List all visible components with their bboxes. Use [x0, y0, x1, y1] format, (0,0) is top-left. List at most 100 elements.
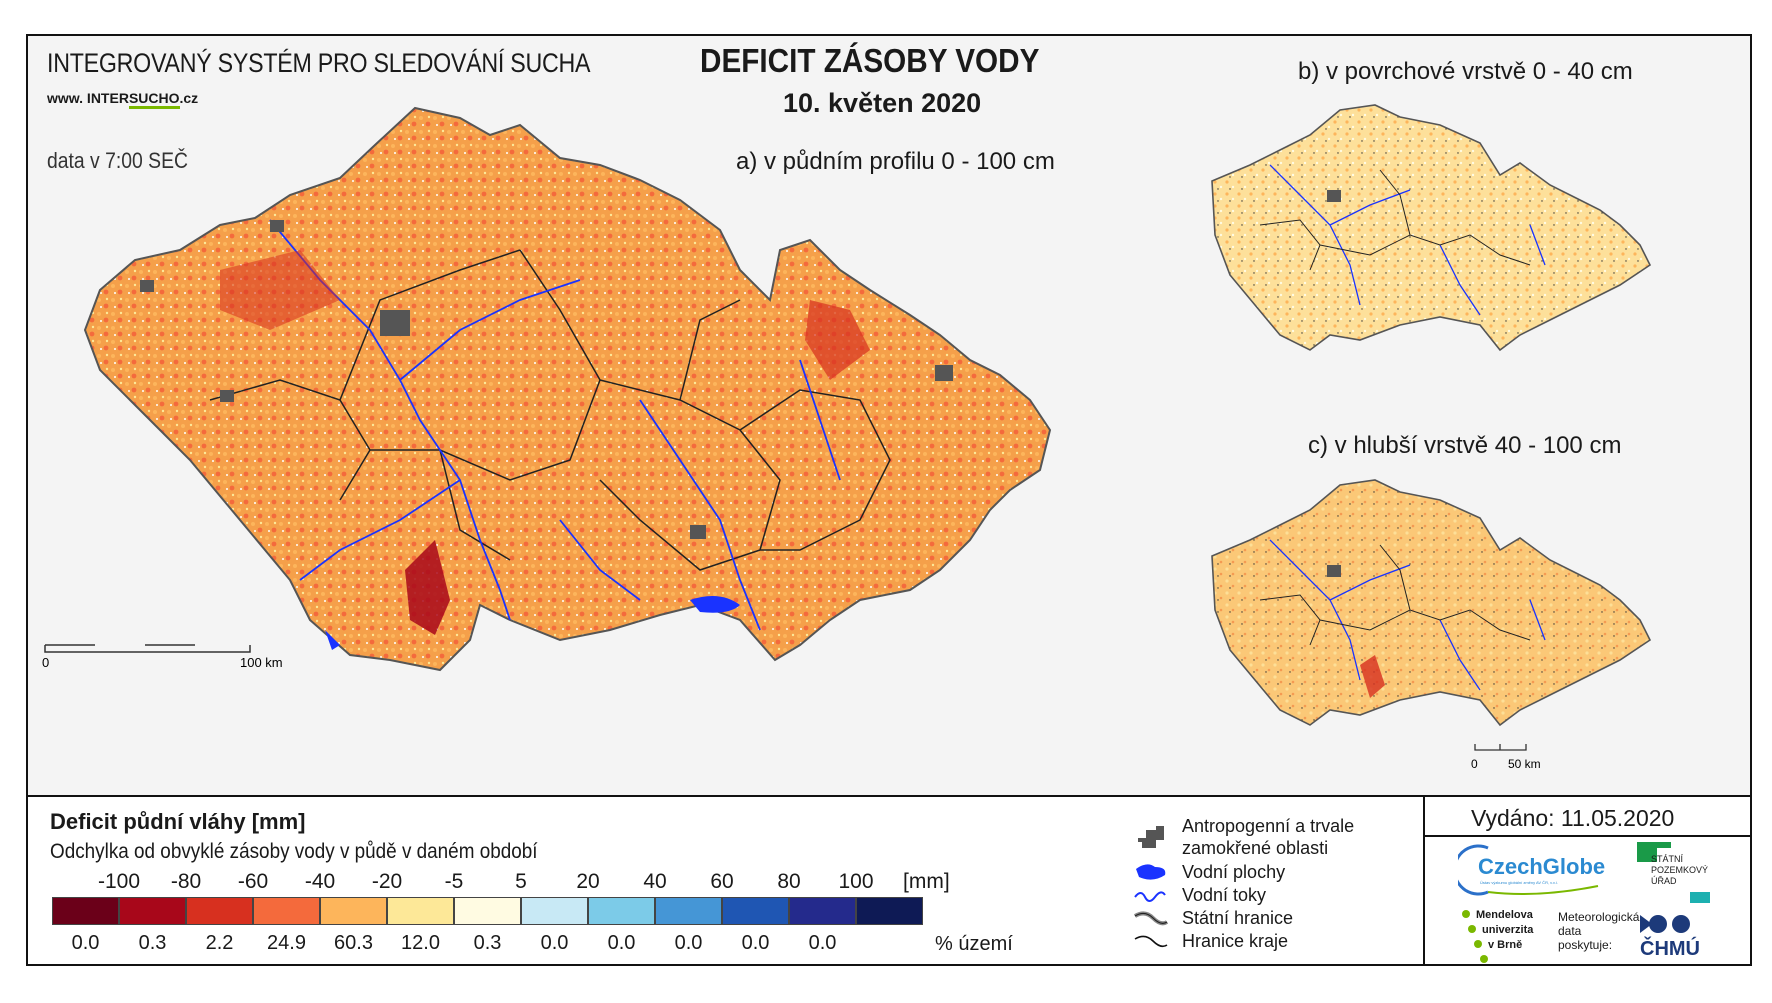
- water-body-a1: [690, 596, 740, 613]
- legend-limit: 40: [643, 870, 667, 893]
- water-body-icon: [1132, 861, 1170, 883]
- spu-logo: STÁTNÍ POZEMKOVÝ ÚŘAD: [1637, 842, 1727, 912]
- anthropogenic-icon: [1132, 826, 1170, 848]
- legend-swatch: [722, 897, 789, 925]
- mendel-line-3: v Brně: [1488, 939, 1523, 951]
- legend-percentage: 0.0: [71, 932, 100, 954]
- legend-limit: -5: [444, 870, 464, 893]
- website-link[interactable]: www. INTERSUCHO.cz: [47, 90, 198, 109]
- legend-limit: -40: [304, 870, 336, 893]
- czech-outline-b: [1211, 104, 1652, 352]
- region-borders-c: [1259, 544, 1531, 646]
- system-title: INTEGROVANÝ SYSTÉM PRO SLEDOVÁNÍ SUCHA: [47, 48, 591, 78]
- legend-pct-unit: % území: [935, 933, 1013, 955]
- legend-percentage: 12.0: [401, 932, 440, 954]
- map-b-surface-0-40: [1211, 104, 1652, 352]
- rivers-a: [269, 219, 841, 631]
- legend-swatch: [789, 897, 856, 925]
- issued-panel: [1423, 795, 1752, 966]
- symbol-anthropogenic: Antropogenní a trvale zamokřené oblasti: [1132, 815, 1354, 859]
- legend-percentage: 0.0: [540, 932, 569, 954]
- meteo-line-1: Meteorologická: [1558, 910, 1640, 924]
- legend-percentage: 60.3: [334, 932, 373, 954]
- mendel-line-2: univerzita: [1482, 924, 1534, 936]
- symbol-state-border: Státní hranice: [1132, 907, 1293, 929]
- map-a-label: a) v půdním profilu 0 - 100 cm: [736, 148, 1055, 175]
- symbol-region-border-label: Hranice kraje: [1182, 930, 1289, 951]
- legend-percentage: 2.2: [205, 932, 234, 954]
- legend-swatch: [655, 897, 722, 925]
- urban-areas-a: [140, 220, 953, 539]
- scale-bar-c: [1474, 744, 1527, 751]
- legend-limit: -80: [170, 870, 202, 893]
- rivers-b: [1269, 164, 1546, 316]
- czechglobe-logo: CzechGlobe Ústav výzkumu globální změny …: [1458, 842, 1608, 896]
- legend-color-scale: [52, 897, 923, 925]
- chmu-logo: ČHMÚ: [1638, 912, 1718, 962]
- data-time: data v 7:00 SEČ: [47, 148, 188, 173]
- scale-a-start: 0: [42, 655, 49, 670]
- legend-limit: -60: [237, 870, 269, 893]
- legend-swatch: [253, 897, 320, 925]
- river-icon: [1132, 884, 1170, 906]
- legend-limit: 20: [576, 870, 600, 893]
- legend-swatch: [52, 897, 119, 925]
- symbol-rivers: Vodní toky: [1132, 884, 1266, 906]
- legend-swatch: [119, 897, 186, 925]
- mendel-logo: Mendelova univerzita v Brně: [1462, 908, 1533, 968]
- meteo-line-3: poskytuje:: [1558, 938, 1613, 952]
- legend-limit: 5: [515, 870, 527, 893]
- main-title: DEFICIT ZÁSOBY VODY: [700, 42, 1040, 79]
- rivers-c: [1269, 539, 1546, 691]
- symbol-anthropogenic-label-2: zamokřené oblasti: [1182, 838, 1329, 858]
- spu-line-2: POZEMKOVÝ: [1651, 865, 1709, 875]
- legend-percentage: 0.3: [473, 932, 502, 954]
- legend-subtitle: Odchylka od obvyklé zásoby vody v půdě v…: [50, 840, 538, 863]
- deficit-hotspot-c: [1360, 655, 1385, 698]
- map-c-label: c) v hlubší vrstvě 40 - 100 cm: [1308, 432, 1622, 459]
- symbol-anthropogenic-label-1: Antropogenní a trvale: [1182, 816, 1355, 836]
- scale-bar-a: [44, 644, 251, 653]
- legend-panel: [26, 795, 1752, 966]
- legend-limit: -20: [371, 870, 403, 893]
- legend-swatch: [454, 897, 521, 925]
- meteo-line-2: data: [1558, 924, 1582, 938]
- chmu-text: ČHMÚ: [1640, 938, 1700, 960]
- legend-swatch: [856, 897, 923, 925]
- legend-swatch: [387, 897, 454, 925]
- scale-c-end: 50 km: [1508, 757, 1541, 771]
- map-b-label: b) v povrchové vrstvě 0 - 40 cm: [1298, 58, 1633, 85]
- symbol-water-bodies: Vodní plochy: [1132, 861, 1285, 883]
- deficit-hotspot-a1: [405, 540, 450, 635]
- legend-percentage: 0.3: [138, 932, 167, 954]
- symbol-state-border-label: Státní hranice: [1182, 907, 1294, 928]
- symbol-rivers-label: Vodní toky: [1182, 884, 1267, 905]
- map-c-deep-40-100: 0 50 km: [1211, 479, 1652, 771]
- legend-percentage: 0.0: [607, 932, 636, 954]
- region-border-icon: [1132, 930, 1170, 952]
- map-a-profile-0-100: 0 100 km: [42, 106, 1052, 672]
- legend-title: Deficit půdní vláhy [mm]: [50, 809, 306, 834]
- symbol-region-border: Hranice kraje: [1132, 930, 1288, 952]
- czechglobe-subtext: Ústav výzkumu globální změny AV ČR, v.v.…: [1480, 880, 1558, 885]
- legend-limit: 80: [777, 870, 801, 893]
- region-borders-b: [1259, 169, 1531, 271]
- spu-line-1: STÁTNÍ: [1651, 854, 1684, 864]
- map-date: 10. květen 2020: [783, 88, 982, 118]
- urban-area-b: [1327, 190, 1341, 202]
- water-body-a2: [325, 630, 340, 650]
- spu-line-3: ÚŘAD: [1651, 876, 1677, 886]
- legend-percentage: 0.0: [674, 932, 703, 954]
- legend-unit: [mm]: [903, 870, 950, 893]
- deficit-hotspot-a3: [220, 250, 340, 330]
- region-borders-a: [209, 249, 891, 571]
- legend-limit: 100: [838, 870, 874, 893]
- scale-c-start: 0: [1471, 757, 1478, 771]
- legend-limit: 60: [710, 870, 734, 893]
- czech-outline-a: [83, 106, 1052, 672]
- legend-percentage: 24.9: [267, 932, 306, 954]
- legend-percentage: 0.0: [808, 932, 837, 954]
- urban-area-c: [1327, 565, 1341, 577]
- issued-divider: [1423, 835, 1752, 837]
- meteo-credit: Meteorologická data poskytuje:: [1558, 910, 1639, 952]
